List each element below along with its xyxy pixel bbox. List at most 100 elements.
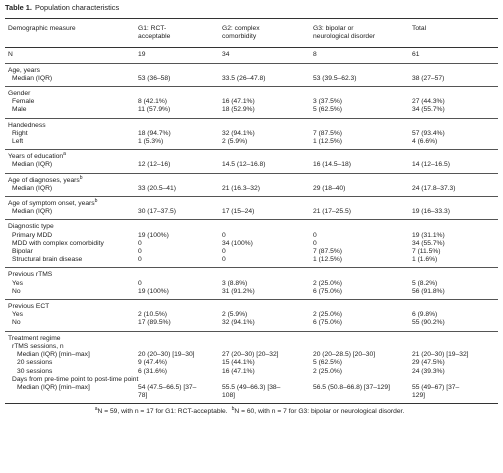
- value-text: 3 (8.8%): [222, 279, 248, 287]
- value-cell: 9 (47.4%): [135, 359, 219, 367]
- value-text: 38 (27–57): [412, 74, 445, 82]
- value-cell: 3 (37.5%): [310, 98, 409, 106]
- value-cell: 32 (94.1%): [219, 130, 310, 138]
- section-heading-text: Gender: [8, 90, 31, 98]
- value-cell: 12 (12–16): [135, 161, 219, 173]
- value-cell: 6 (9.8%): [409, 311, 498, 319]
- value-cell: 0: [135, 256, 219, 268]
- value-cell: 2 (10.5%): [135, 311, 219, 319]
- row-label: Median (IQR) [min–max]: [5, 351, 135, 359]
- value-text: 24 (17.8–37.3): [412, 184, 456, 192]
- value-text: 1 (12.5%): [313, 256, 342, 264]
- section-heading-text: Diagnostic type: [8, 223, 54, 231]
- footnote-mark: b: [231, 405, 235, 412]
- value-text: 0: [138, 256, 142, 264]
- section-heading-text: Age of diagnoses, years: [8, 176, 80, 184]
- value-cell: 21 (16.3–32): [219, 185, 310, 197]
- value-cell: 1 (5.3%): [135, 138, 219, 150]
- value-cell: 2 (5.9%): [219, 311, 310, 319]
- value-text: 14.5 (12–16.8): [222, 161, 266, 169]
- footnote-mark: b: [79, 174, 83, 181]
- empty-cell: [135, 63, 498, 75]
- row-label-text: No: [12, 319, 21, 327]
- footnotes: aN = 59, with n = 17 for G1: RCT-accepta…: [5, 403, 498, 415]
- value-cell: 34: [219, 48, 310, 63]
- value-cell: 3 (8.8%): [219, 280, 310, 288]
- empty-cell: [135, 173, 498, 185]
- table-row: Days from pre-time point to post-time po…: [5, 376, 498, 384]
- row-label-text: Yes: [12, 279, 23, 287]
- value-text: 18 (94.7%): [138, 129, 171, 137]
- value-cell: 53 (39.5–62.3): [310, 75, 409, 87]
- value-cell: 18 (94.7%): [135, 130, 219, 138]
- row-label: 20 sessions: [5, 359, 135, 367]
- table-row: Median (IQR) 30 (17–37.5) 17 (15–24) 21 (17…: [5, 208, 498, 220]
- value-cell: 8: [310, 48, 409, 63]
- value-text: 0: [138, 248, 142, 256]
- value-text: 2 (25.0%): [313, 367, 342, 375]
- section-heading: N: [5, 48, 135, 63]
- value-text: 2 (5.9%): [222, 311, 248, 319]
- row-label: Days from pre-time point to post-time po…: [5, 376, 498, 384]
- value-cell: 20 (20–28.5) [20–30]: [310, 351, 409, 359]
- table-row: Male 11 (57.9%) 18 (52.9%) 5 (62.5%) 34 (55.…: [5, 106, 498, 118]
- value-text: 21 (17–25.5): [313, 208, 351, 216]
- section-heading-row: Age of symptom onset, yearsb: [5, 197, 498, 209]
- table-row: Left 1 (5.3%) 2 (5.9%) 1 (12.5%) 4 (6.6%): [5, 138, 498, 150]
- value-text: 19: [138, 51, 146, 59]
- value-cell: 56 (91.8%): [409, 288, 498, 300]
- empty-cell: [135, 331, 498, 343]
- value-cell: 19: [135, 48, 219, 63]
- row-label: Yes: [5, 311, 135, 319]
- value-text: 8: [313, 51, 317, 59]
- value-cell: 17 (89.5%): [135, 319, 219, 331]
- row-label: No: [5, 319, 135, 331]
- row-label: Male: [5, 106, 135, 118]
- footnote-text: N = 60, with n = 7 for G3: bipolar or ne…: [234, 408, 405, 415]
- value-text: 0: [313, 239, 317, 247]
- value-cell: 19 (100%): [135, 232, 219, 240]
- row-label-text: No: [12, 287, 21, 295]
- header-row: Demographic measure G1: RCT-acceptable G2:…: [5, 17, 498, 49]
- column-header-text: G1: RCT-acceptable: [138, 25, 171, 41]
- empty-cell: [135, 300, 498, 312]
- value-text: 34: [222, 51, 230, 59]
- table-section: N 19 34 8 61: [5, 47, 498, 63]
- value-cell: 55 (90.2%): [409, 319, 498, 331]
- section-heading: Age of symptom onset, yearsb: [5, 197, 135, 209]
- value-text: 55 (90.2%): [412, 319, 445, 327]
- table-row: Yes 0 3 (8.8%) 2 (25.0%) 5 (8.2%): [5, 280, 498, 288]
- value-cell: 24 (17.8–37.3): [409, 185, 498, 197]
- column-header: Total: [409, 17, 498, 49]
- table-caption: Table 1. Population characteristics: [5, 3, 119, 12]
- value-cell: 61: [409, 48, 498, 63]
- table-row: Median (IQR) [min–max] 20 (20–30) [19–30]…: [5, 351, 498, 359]
- row-label: MDD with complex comorbidity: [5, 240, 135, 248]
- table-row: MDD with complex comorbidity 0 34 (100%) 0 3…: [5, 240, 498, 248]
- value-cell: 55 (49–67) [37–129]: [409, 384, 498, 403]
- value-text: 17 (15–24): [222, 208, 255, 216]
- value-cell: 15 (44.1%): [219, 359, 310, 367]
- value-cell: 20 (20–30) [19–30]: [135, 351, 219, 359]
- row-label-text: Male: [12, 106, 27, 114]
- table-row: Median (IQR) 12 (12–16) 14.5 (12–16.8) 16 (…: [5, 161, 498, 173]
- caption-label: Table 1.: [5, 3, 32, 12]
- value-text: 0: [222, 248, 226, 256]
- value-text: 29 (18–40): [313, 184, 346, 192]
- value-cell: 0: [219, 232, 310, 240]
- value-text: 34 (55.7%): [412, 106, 445, 114]
- empty-cell: [135, 197, 498, 209]
- table-row: Primary MDD 19 (100%) 0 0 19 (31.1%): [5, 232, 498, 240]
- value-text: 17 (89.5%): [138, 319, 171, 327]
- section-heading: Handedness: [5, 118, 135, 130]
- value-text: 1 (1.6%): [412, 256, 438, 264]
- row-label-text: Female: [12, 98, 35, 106]
- value-cell: 16 (47.1%): [219, 98, 310, 106]
- table-section: Years of educationa Median (IQR) 12 (12–16…: [5, 149, 498, 173]
- section-heading-row: Age, years: [5, 63, 498, 75]
- section-heading-row: Diagnostic type: [5, 220, 498, 232]
- value-cell: 54 (47.5–66.5) [37–78]: [135, 384, 219, 403]
- value-text: 0: [313, 231, 317, 239]
- section-heading-text: Handedness: [8, 121, 46, 129]
- value-cell: 30 (17–37.5): [135, 208, 219, 220]
